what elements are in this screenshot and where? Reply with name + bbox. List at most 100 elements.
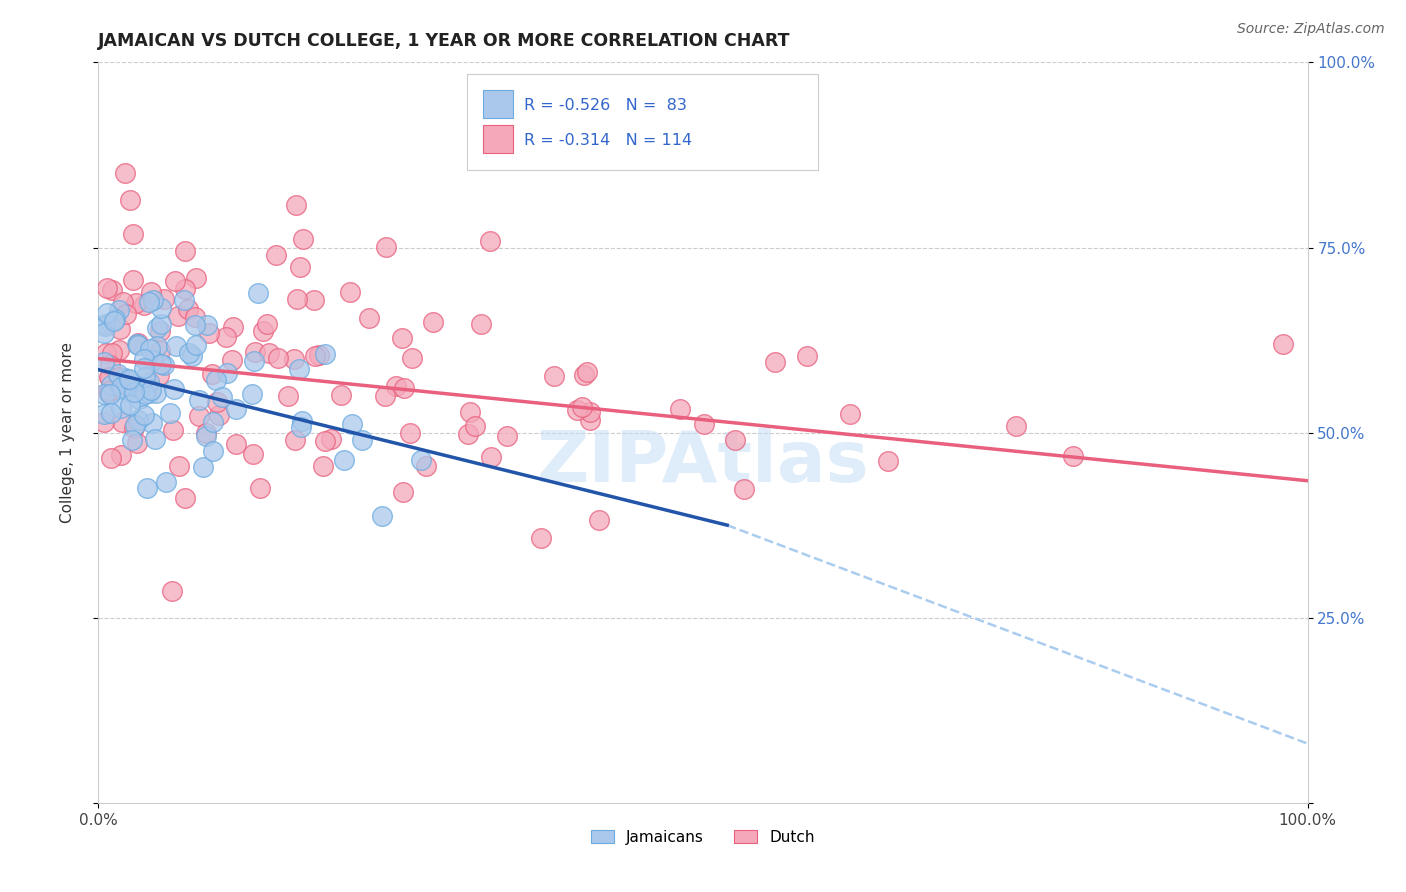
- Point: [470, 318, 492, 332]
- Point: [114, 166, 136, 180]
- Point: [359, 310, 381, 325]
- Point: [114, 377, 136, 392]
- Point: [93, 326, 115, 340]
- Point: [118, 193, 141, 207]
- Point: [169, 458, 191, 473]
- Point: [243, 344, 266, 359]
- Point: [132, 298, 155, 312]
- Point: [128, 392, 150, 406]
- Legend: Jamaicans, Dutch: Jamaicans, Dutch: [585, 823, 821, 851]
- Point: [141, 293, 163, 307]
- Point: [401, 351, 423, 366]
- Point: [96, 346, 118, 360]
- Point: [104, 312, 127, 326]
- Point: [138, 385, 160, 400]
- FancyBboxPatch shape: [482, 90, 513, 118]
- Point: [543, 368, 565, 383]
- Point: [183, 318, 205, 332]
- Point: [143, 432, 166, 446]
- Point: [152, 292, 174, 306]
- Point: [579, 413, 602, 427]
- Point: [98, 358, 121, 372]
- Point: [93, 407, 115, 421]
- Point: [693, 417, 716, 432]
- Point: [264, 248, 287, 262]
- Point: [478, 234, 501, 248]
- Point: [93, 355, 115, 369]
- Point: [100, 406, 122, 420]
- Point: [578, 405, 600, 419]
- Point: [256, 317, 278, 331]
- Point: [107, 302, 129, 317]
- Point: [122, 227, 145, 241]
- Point: [1004, 419, 1026, 434]
- Point: [588, 513, 610, 527]
- Point: [118, 398, 141, 412]
- Point: [184, 337, 207, 351]
- Point: [118, 373, 141, 387]
- Point: [114, 370, 136, 384]
- Point: [195, 318, 218, 333]
- Text: R = -0.314   N = 114: R = -0.314 N = 114: [524, 133, 692, 148]
- Point: [111, 415, 134, 429]
- Point: [458, 405, 481, 419]
- Point: [350, 433, 373, 447]
- Point: [132, 351, 155, 366]
- Point: [374, 240, 396, 254]
- Point: [98, 384, 121, 398]
- Point: [763, 354, 786, 368]
- Point: [284, 433, 307, 447]
- Point: [173, 293, 195, 307]
- Point: [153, 358, 176, 372]
- Text: Source: ZipAtlas.com: Source: ZipAtlas.com: [1237, 22, 1385, 37]
- Point: [205, 373, 228, 387]
- Point: [308, 348, 330, 362]
- Point: [415, 458, 437, 473]
- Point: [101, 283, 124, 297]
- Point: [142, 352, 165, 367]
- Point: [225, 402, 247, 417]
- Point: [108, 370, 131, 384]
- Point: [94, 317, 117, 331]
- Point: [200, 367, 222, 381]
- Point: [314, 434, 336, 448]
- Point: [101, 345, 124, 359]
- Point: [184, 310, 207, 324]
- Point: [125, 296, 148, 310]
- Point: [127, 337, 149, 351]
- Point: [733, 482, 755, 496]
- Point: [177, 345, 200, 359]
- Point: [127, 336, 149, 351]
- Point: [201, 415, 224, 429]
- Point: [242, 386, 264, 401]
- Point: [215, 330, 238, 344]
- Point: [291, 414, 314, 428]
- Point: [288, 260, 311, 274]
- Point: [242, 447, 264, 461]
- Point: [103, 313, 125, 327]
- Point: [392, 485, 415, 500]
- Point: [93, 387, 115, 401]
- Point: [422, 315, 444, 329]
- Point: [111, 295, 134, 310]
- Point: [464, 419, 486, 434]
- Point: [149, 324, 172, 338]
- Point: [96, 281, 118, 295]
- Point: [304, 349, 326, 363]
- Point: [290, 419, 312, 434]
- Point: [374, 389, 396, 403]
- Point: [121, 273, 143, 287]
- Point: [314, 347, 336, 361]
- Point: [1272, 337, 1295, 351]
- Point: [565, 402, 588, 417]
- Point: [340, 417, 363, 432]
- Point: [125, 337, 148, 351]
- Point: [146, 339, 169, 353]
- Point: [191, 460, 214, 475]
- Point: [146, 320, 169, 334]
- Point: [457, 427, 479, 442]
- Point: [122, 385, 145, 400]
- Point: [267, 351, 290, 365]
- Point: [576, 365, 599, 379]
- Point: [572, 368, 595, 382]
